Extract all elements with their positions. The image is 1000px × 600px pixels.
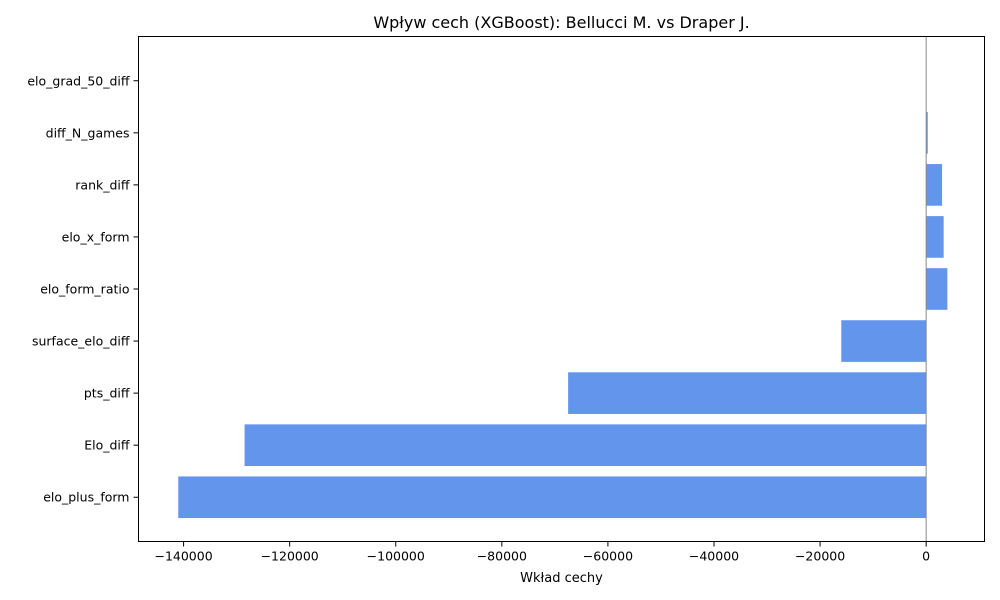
y-tick-label: elo_x_form	[62, 229, 130, 244]
y-tick-label: elo_grad_50_diff	[27, 73, 130, 88]
bar-pts_diff	[568, 372, 927, 414]
x-axis-label: Wkład cechy	[520, 571, 603, 586]
bar-elo_plus_form	[178, 476, 927, 519]
bar-rank_diff	[926, 164, 943, 206]
y-tick-label: elo_plus_form	[43, 490, 129, 505]
x-tick-label: −60000	[583, 549, 633, 564]
x-tick-label: −100000	[367, 549, 425, 564]
y-tick-label: pts_diff	[84, 386, 130, 401]
x-tick-label: −40000	[689, 549, 739, 564]
y-tick-label: surface_elo_diff	[32, 334, 130, 349]
bar-elo_form_ratio	[926, 268, 948, 310]
bar-surface_elo_diff	[841, 320, 927, 362]
bar-elo_x_form	[926, 216, 944, 258]
y-tick-label: Elo_diff	[84, 438, 130, 453]
y-tick-label: diff_N_games	[46, 125, 130, 140]
chart-title: Wpływ cech (XGBoost): Bellucci M. vs Dra…	[373, 13, 749, 32]
x-axis: −140000 −120000 −100000 −80000 −60000 −40000 −…	[154, 541, 930, 564]
y-tick-label: elo_form_ratio	[40, 282, 129, 297]
bar-diff_N_games	[926, 111, 928, 154]
x-tick-label: 0	[922, 549, 930, 564]
x-tick-label: −80000	[477, 549, 527, 564]
x-tick-label: −120000	[261, 549, 319, 564]
y-tick-label: rank_diff	[75, 177, 130, 192]
x-tick-label: −20000	[795, 549, 845, 564]
x-tick-label: −140000	[154, 549, 212, 564]
bar-Elo_diff	[244, 424, 927, 467]
y-axis: elo_grad_50_diff diff_N_games rank_diffelo…	[27, 73, 139, 505]
bars-group	[178, 59, 948, 519]
